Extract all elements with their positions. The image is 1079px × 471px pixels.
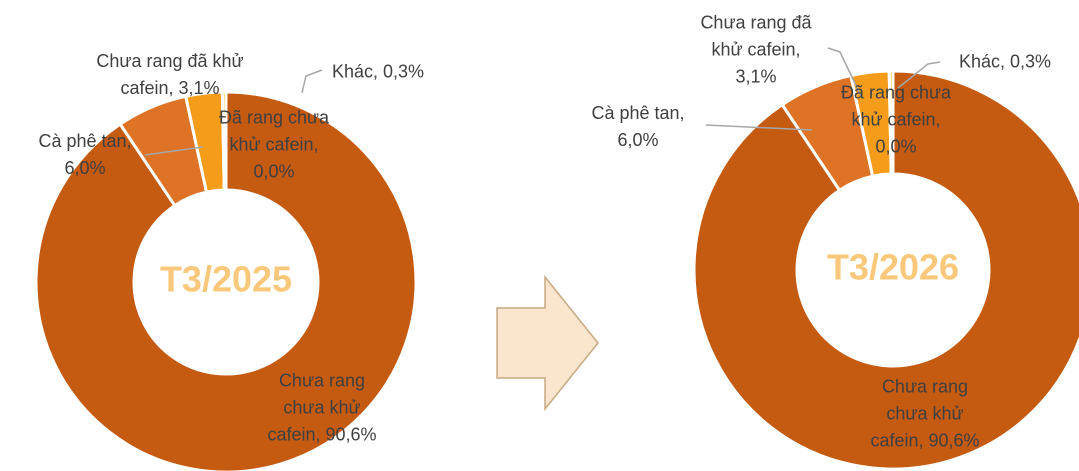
data-label: Chưa rang chưa khử cafein, 90,6% — [267, 370, 377, 445]
slice — [220, 90, 228, 192]
slice — [692, 69, 1079, 471]
center-label: T3/2026 — [827, 247, 959, 288]
data-label: Chưa rang đã khử cafein, 3,1% — [700, 12, 812, 87]
center-label: T3/2025 — [160, 259, 292, 300]
data-label: Khác, 0,3% — [331, 61, 425, 82]
arrow — [496, 274, 599, 412]
leader-line — [897, 61, 941, 89]
leader-line — [827, 47, 863, 99]
data-label: Đã rang chưa khử cafein, 0,0% — [840, 82, 952, 157]
data-label: Đã rang chưa khử cafein, 0,0% — [218, 107, 330, 182]
leader-line — [705, 124, 813, 131]
data-label: Cà phê tan, 6,0% — [591, 103, 685, 150]
slice — [34, 90, 418, 471]
data-label: Cà phê tan, 6,0% — [38, 131, 132, 178]
data-label: Chưa rang đã khử cafein, 3,1% — [96, 51, 244, 98]
leader-line — [301, 69, 323, 94]
data-label: Khác, 0,3% — [958, 51, 1052, 72]
data-label: Chưa rang chưa khử cafein, 90,6% — [870, 376, 980, 451]
slice — [887, 69, 895, 176]
leader-line — [144, 146, 204, 156]
